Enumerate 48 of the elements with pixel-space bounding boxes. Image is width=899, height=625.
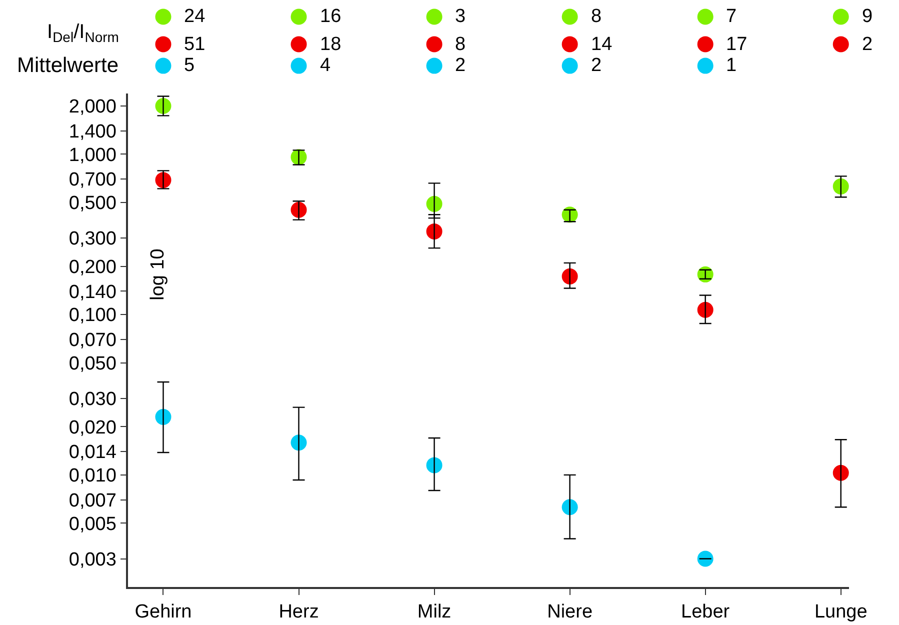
text: 2 xyxy=(591,55,602,76)
point xyxy=(697,550,714,567)
text: 4 xyxy=(320,55,331,76)
text: 51 xyxy=(184,34,206,55)
text: 8 xyxy=(591,6,602,27)
text: 3 xyxy=(455,6,466,27)
y-tick-label: 1,400 xyxy=(68,121,116,142)
y-tick-label: 0,300 xyxy=(68,228,116,250)
text: 2 xyxy=(862,34,873,55)
y-tick-label: 0,014 xyxy=(68,442,117,464)
text: 14 xyxy=(591,34,613,55)
point xyxy=(832,178,849,194)
y-tick-label: 0,500 xyxy=(68,193,116,214)
x-tick-label: Leber xyxy=(681,602,730,623)
text: 5 xyxy=(184,55,195,76)
y-tick-label: 0,100 xyxy=(68,305,116,326)
y-tick-label: 0,005 xyxy=(68,514,116,535)
y-axis-title: log 10 xyxy=(148,248,169,300)
text: 24 xyxy=(184,6,206,27)
point xyxy=(697,266,714,282)
x-tick-label: Lunge xyxy=(814,602,868,623)
y-tick-label: 2,000 xyxy=(68,96,116,118)
text: 1 xyxy=(726,55,737,76)
y-tick-label: 0,030 xyxy=(68,389,116,410)
text: 9 xyxy=(862,6,873,27)
y-tick-label: 1,000 xyxy=(68,144,116,166)
text: 2 xyxy=(455,55,466,76)
x-tick-label: Gehirn xyxy=(134,602,192,623)
y-tick-label: 0,050 xyxy=(68,354,116,375)
y-tick-label: 0,200 xyxy=(68,256,116,278)
text: 7 xyxy=(726,6,737,27)
text: Mittelwerte xyxy=(17,54,119,77)
y-tick-label: 0,003 xyxy=(68,549,116,570)
y-tick-label: 0,700 xyxy=(68,170,116,191)
text: 8 xyxy=(455,34,466,55)
x-tick-label: Niere xyxy=(547,602,593,623)
x-tick-label: Milz xyxy=(417,602,452,623)
text: 18 xyxy=(320,34,342,55)
y-tick-label: 0,007 xyxy=(68,490,116,512)
x-tick-label: Herz xyxy=(278,602,319,623)
text: I$_{Del}$/I$_{Norm}$ xyxy=(47,21,119,46)
y-tick-label: 0,020 xyxy=(68,417,116,438)
point xyxy=(832,464,849,481)
y-tick-label: 0,070 xyxy=(68,330,116,352)
y-tick-label: 0,010 xyxy=(68,466,116,487)
text: 17 xyxy=(726,34,748,55)
text: 16 xyxy=(320,6,342,27)
y-tick-label: 0,140 xyxy=(68,282,116,303)
